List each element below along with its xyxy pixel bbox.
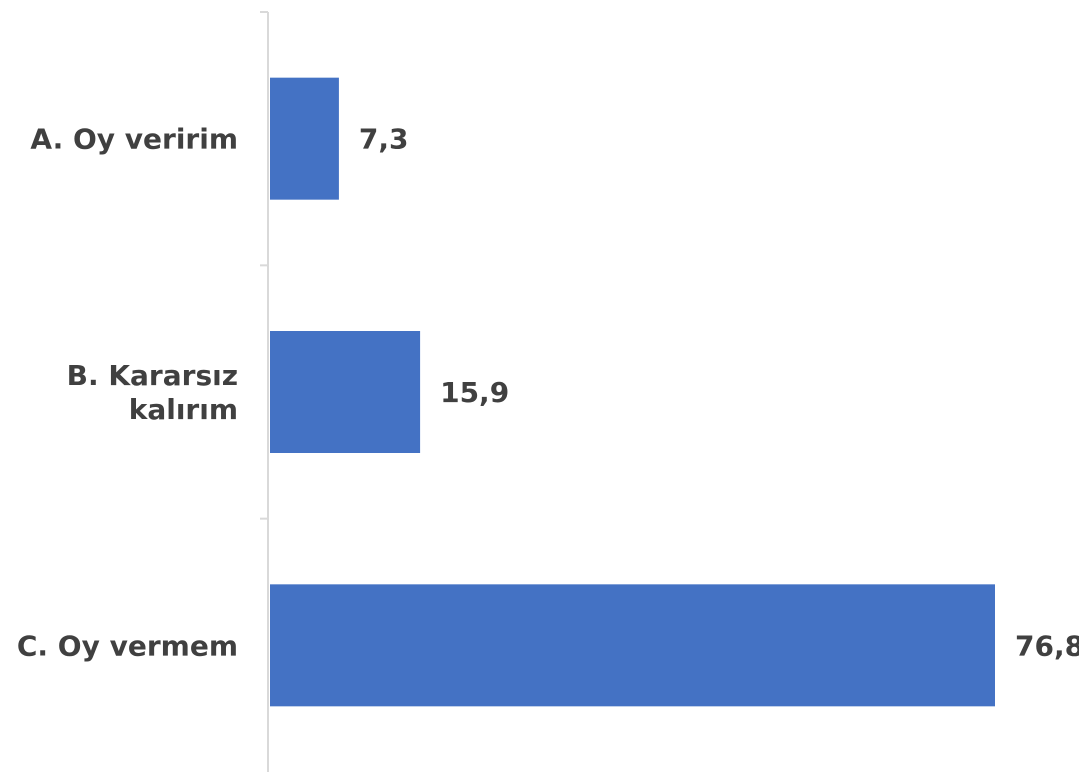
category-label-3: C. Oy vermem <box>17 629 238 662</box>
category-label-1: A. Oy veririm <box>30 123 238 156</box>
data-labels: 7,3 15,9 76,8 <box>359 123 1079 663</box>
data-label-1: 7,3 <box>359 123 409 156</box>
data-label-2: 15,9 <box>440 376 509 409</box>
bar-3 <box>270 584 995 707</box>
category-label-line: B. Kararsız <box>67 359 238 392</box>
bar-1 <box>270 77 339 200</box>
category-label-line: C. Oy vermem <box>17 629 238 662</box>
data-label-3: 76,8 <box>1015 629 1079 662</box>
category-label-line: A. Oy veririm <box>30 123 238 156</box>
category-label-line: kalırım <box>129 393 238 426</box>
bar-2 <box>270 331 421 453</box>
bars <box>270 77 995 707</box>
category-axis <box>260 11 269 772</box>
category-labels: A. Oy veririm B. Kararsız kalırım C. Oy ver… <box>17 123 238 663</box>
category-label-2: B. Kararsız kalırım <box>67 359 238 426</box>
